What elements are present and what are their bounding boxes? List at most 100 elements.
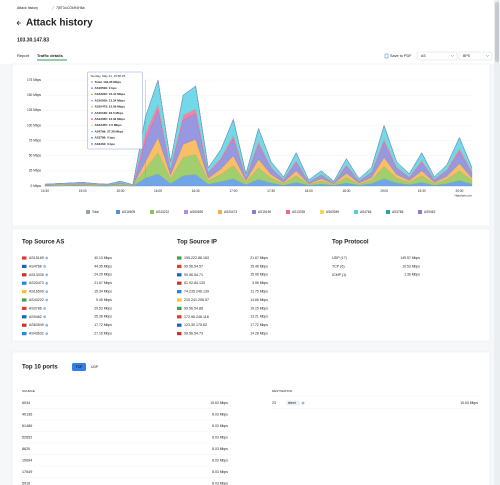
ports-card: [11, 351, 491, 485]
info-icon[interactable]: [45, 281, 49, 285]
tooltip-line: AS15169: 33.5 Mbps: [94, 111, 123, 115]
legend-label[interactable]: AS4766: [360, 210, 372, 214]
legend-label[interactable]: AS63949: [326, 210, 339, 214]
section-title: Top Source IP: [177, 240, 217, 246]
x-tick-label: 18:30: [342, 189, 350, 193]
port: 8620: [22, 447, 30, 451]
row-value: 14.28 Mbps: [250, 331, 268, 335]
flag: [22, 256, 27, 260]
tooltip-dot: [91, 136, 93, 139]
port-value: 8.03 Mbps: [212, 481, 228, 485]
legend-label[interactable]: AS43222: [156, 210, 169, 214]
info-icon[interactable]: [45, 256, 49, 260]
row-name: 99.56.54.88: [184, 306, 203, 310]
tooltip: [87, 71, 143, 150]
breadcrumb: 7j5T3oCOkH4H6a: [56, 6, 85, 10]
breadcrumb[interactable]: Attack history: [17, 6, 38, 10]
legend-label[interactable]: AS13335: [292, 210, 305, 214]
scrollbar-thumb[interactable]: [495, 2, 499, 62]
select[interactable]: [416, 51, 458, 61]
row-name: AS43222: [29, 298, 44, 302]
section-title: Top Protocol: [332, 240, 369, 246]
tooltip-line: AS20473: 12.09 Mbps: [94, 105, 125, 109]
legend-swatch[interactable]: [116, 210, 120, 214]
legend-label[interactable]: AS9462: [424, 210, 436, 214]
row-value: 10.53 Mbps: [402, 264, 420, 268]
x-tick-label: 19:30: [418, 189, 426, 193]
row-name: AS15169: [29, 256, 44, 260]
flag: [22, 315, 27, 319]
row-name: TCP (6): [332, 264, 345, 268]
row-value: 13.21 Mbps: [250, 315, 268, 319]
port: 6034: [22, 401, 30, 405]
page-title: Attack history: [26, 18, 93, 29]
row-value: 44.35 Mbps: [94, 264, 112, 268]
info-icon[interactable]: [43, 315, 46, 319]
legend-swatch[interactable]: [386, 210, 390, 214]
port-value: 15.63 Mbps: [210, 401, 228, 405]
row-value: 15.96 Mbps: [250, 273, 268, 277]
info-icon[interactable]: [45, 323, 49, 327]
column-heading: SOURCE: [22, 389, 35, 393]
select[interactable]: [458, 51, 493, 61]
tooltip-line: AS16509: 0 bps: [94, 86, 117, 90]
legend-label[interactable]: AS60690: [190, 210, 203, 214]
legend-swatch[interactable]: [218, 210, 222, 214]
breadcrumb-sep: [51, 5, 55, 11]
port: 52652: [22, 435, 32, 439]
port: 61486: [22, 424, 32, 428]
chevron: [485, 54, 490, 57]
flag: [22, 298, 27, 302]
info-icon[interactable]: [43, 307, 46, 310]
header-bg: [0, 0, 494, 64]
row-name: 99.56.54.57: [184, 264, 203, 268]
chevron: [450, 54, 455, 57]
tab-button-label[interactable]: TCP: [76, 365, 84, 369]
port: 40136: [22, 412, 32, 416]
legend-label[interactable]: AS16509: [122, 210, 135, 214]
tooltip-dot: [91, 93, 93, 96]
column-heading: DESTINATION: [272, 389, 292, 393]
pdf-icon: [384, 53, 389, 59]
legend-swatch[interactable]: [150, 210, 154, 214]
tooltip-line: AS43222: 15.41 Mbps: [94, 92, 125, 96]
legend-swatch[interactable]: [354, 210, 358, 214]
tab[interactable]: Traffic details: [37, 53, 64, 58]
legend-swatch[interactable]: [418, 210, 422, 214]
flag: [22, 306, 27, 310]
x-tick-label: 20:00: [455, 189, 463, 193]
legend-swatch[interactable]: [184, 210, 188, 214]
save-pdf[interactable]: Save to PDF: [390, 54, 412, 58]
flag: [177, 290, 182, 294]
legend-swatch[interactable]: [286, 210, 290, 214]
port: 17649: [22, 470, 32, 474]
tooltip-line: AS13335: 13.32 Mbps: [94, 117, 125, 121]
info-icon[interactable]: [45, 290, 49, 293]
legend-label[interactable]: AS15169: [258, 210, 271, 214]
tooltip-line: AS16509: 13.34 Mbps: [94, 98, 125, 102]
scrollbar[interactable]: [494, 0, 500, 485]
flag: [22, 264, 27, 268]
legend-swatch[interactable]: [320, 210, 324, 214]
x-tick-label: 14:30: [41, 189, 49, 193]
info-icon[interactable]: [301, 401, 305, 405]
legend-label[interactable]: AS3786: [392, 210, 404, 214]
legend-swatch[interactable]: [252, 210, 256, 214]
legend-label[interactable]: Total: [92, 210, 99, 214]
legend-label[interactable]: AS20473: [224, 210, 237, 214]
info-icon[interactable]: [45, 332, 49, 335]
tab[interactable]: Report: [17, 53, 30, 58]
info-icon[interactable]: [45, 273, 49, 277]
select-value: BPS: [463, 54, 471, 58]
back-arrow[interactable]: [16, 20, 21, 26]
tab-button[interactable]: [72, 363, 86, 371]
legend-swatch[interactable]: [86, 210, 90, 214]
select-value: AS: [421, 54, 426, 58]
info-icon[interactable]: [45, 298, 49, 302]
info-icon[interactable]: [43, 265, 46, 268]
tab-button-label[interactable]: UDP: [91, 365, 99, 369]
port: 5910: [22, 481, 30, 485]
row-value: 9.45 Mbps: [96, 298, 112, 302]
row-value: 15.34 Mbps: [94, 289, 112, 293]
